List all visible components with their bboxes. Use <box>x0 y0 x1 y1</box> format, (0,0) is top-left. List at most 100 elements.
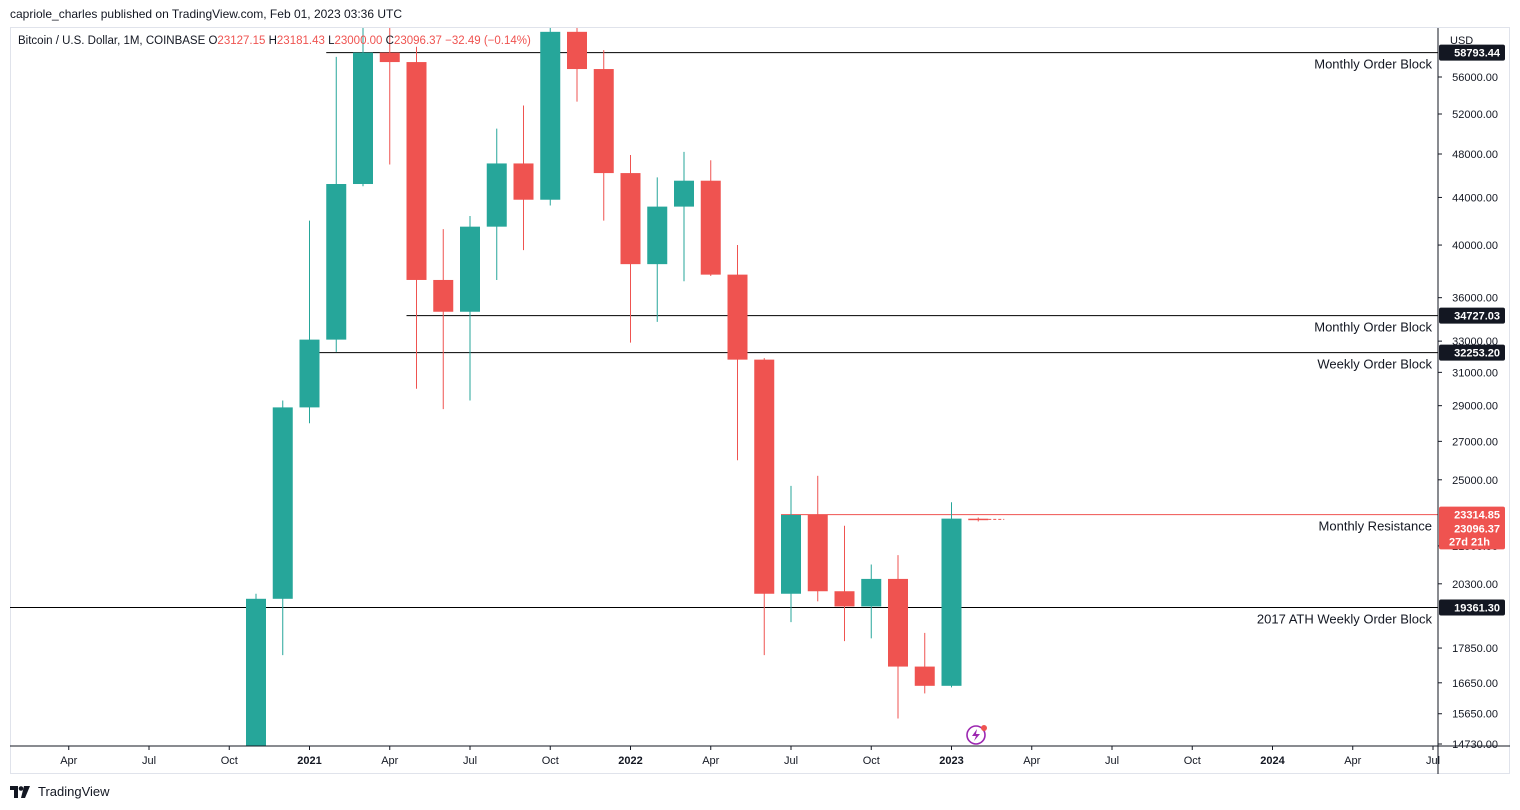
candle[interactable] <box>379 4 400 165</box>
level-label: Weekly Order Block <box>1317 357 1432 372</box>
candle-body <box>272 407 293 599</box>
candle-body <box>861 578 882 607</box>
y-tick-label: 27000.00 <box>1452 436 1498 448</box>
candle[interactable] <box>861 564 882 639</box>
level-label: Monthly Resistance <box>1319 519 1432 534</box>
candle[interactable] <box>781 485 801 623</box>
candle-body <box>379 52 400 63</box>
candle[interactable] <box>914 632 935 694</box>
candle[interactable] <box>647 177 668 322</box>
level-price-tag-bg <box>1439 506 1505 523</box>
candle[interactable] <box>888 555 908 719</box>
y-tick-label: 40000.00 <box>1452 240 1498 252</box>
level-label: Monthly Order Block <box>1314 320 1432 335</box>
candle[interactable] <box>513 105 534 251</box>
candle-body <box>834 591 855 607</box>
last-price-tag: 23096.37 <box>1454 523 1500 535</box>
symbol-name[interactable]: Bitcoin / U.S. Dollar, 1M, COINBASE <box>18 35 206 47</box>
currency-label: USD <box>1450 35 1473 47</box>
x-tick-label: Jul <box>784 755 798 767</box>
y-tick-label: 20300.00 <box>1452 579 1498 591</box>
candle[interactable] <box>460 215 480 401</box>
y-tick-label: 29000.00 <box>1452 401 1498 413</box>
candle[interactable] <box>593 50 614 221</box>
y-tick-label: 16650.00 <box>1452 678 1498 690</box>
level-price-tag: 23314.85 <box>1454 510 1500 522</box>
candle[interactable] <box>272 400 293 656</box>
level-price-tag: 32253.20 <box>1454 348 1500 360</box>
candle-body <box>620 173 641 265</box>
candle[interactable] <box>567 0 587 102</box>
candle[interactable] <box>486 128 507 280</box>
candle-body <box>353 52 373 185</box>
open-label: O <box>208 35 218 47</box>
x-tick-label: Oct <box>542 755 559 767</box>
candle-body <box>406 62 427 280</box>
candle-body <box>807 514 828 592</box>
level-price-tag-bg <box>1439 307 1505 324</box>
candle-body <box>914 666 935 686</box>
y-tick-label: 25000.00 <box>1452 475 1498 487</box>
x-tick-label: 2024 <box>1260 755 1285 767</box>
candle-body <box>781 514 801 594</box>
candle[interactable] <box>941 502 962 688</box>
x-tick-label: Apr <box>1023 755 1040 767</box>
ohlc-legend: Bitcoin / U.S. Dollar, 1M, COINBASE O231… <box>18 35 531 47</box>
y-tick-label: 48000.00 <box>1452 149 1498 161</box>
x-tick-label: Apr <box>702 755 719 767</box>
y-tick-label: 17850.00 <box>1452 643 1498 655</box>
y-tick-label: 15650.00 <box>1452 709 1498 721</box>
x-tick-label: Oct <box>221 755 238 767</box>
x-tick-label: Oct <box>863 755 880 767</box>
candle[interactable] <box>299 220 320 424</box>
candle-body <box>941 518 962 686</box>
candle-body <box>727 274 748 360</box>
candle[interactable] <box>406 46 427 389</box>
candle[interactable] <box>326 56 347 352</box>
level-price-tag-bg <box>1439 44 1505 61</box>
candle-body <box>486 163 507 227</box>
candle[interactable] <box>968 517 989 522</box>
candle[interactable] <box>807 475 828 602</box>
candle[interactable] <box>727 245 748 461</box>
candle[interactable] <box>246 593 266 799</box>
open-value: 23127.15 <box>217 35 266 47</box>
candle[interactable] <box>540 0 561 206</box>
y-tick-label: 44000.00 <box>1452 192 1498 204</box>
candle-body <box>567 31 587 70</box>
y-tick-label: 56000.00 <box>1452 72 1498 84</box>
candle-body <box>754 359 775 594</box>
lightning-icon[interactable] <box>966 725 986 745</box>
level-label: Monthly Order Block <box>1314 57 1432 72</box>
lightning-bolt-glyph <box>972 729 980 741</box>
level-price-tag: 19361.30 <box>1454 602 1500 614</box>
candle-body <box>326 184 347 340</box>
candle-body <box>299 339 320 408</box>
candle-body <box>888 578 908 667</box>
close-label: C <box>385 35 394 47</box>
tradingview-logo-icon <box>10 785 30 798</box>
candle-body <box>246 598 266 746</box>
candle-body <box>968 518 989 521</box>
x-tick-label: Apr <box>1344 755 1361 767</box>
high-label: H <box>268 35 277 47</box>
last-price-tag-bg <box>1439 519 1505 550</box>
candle-body <box>433 279 454 312</box>
candle[interactable] <box>674 151 694 282</box>
change-value: −32.49 (−0.14%) <box>445 35 531 47</box>
candle[interactable] <box>754 358 775 656</box>
candle[interactable] <box>433 229 454 410</box>
x-tick-label: 2023 <box>939 755 963 767</box>
x-tick-label: Jul <box>463 755 477 767</box>
level-price-tag: 58793.44 <box>1454 48 1501 60</box>
footer-branding[interactable]: TradingView <box>10 784 110 799</box>
candle[interactable] <box>700 160 721 276</box>
level-label: 2017 ATH Weekly Order Block <box>1257 611 1433 626</box>
close-value: 23096.37 <box>393 35 442 47</box>
candle[interactable] <box>353 28 373 187</box>
x-tick-label: Apr <box>381 755 398 767</box>
candle[interactable] <box>620 155 641 343</box>
level-price-tag-bg <box>1439 344 1505 361</box>
candle[interactable] <box>834 525 855 642</box>
